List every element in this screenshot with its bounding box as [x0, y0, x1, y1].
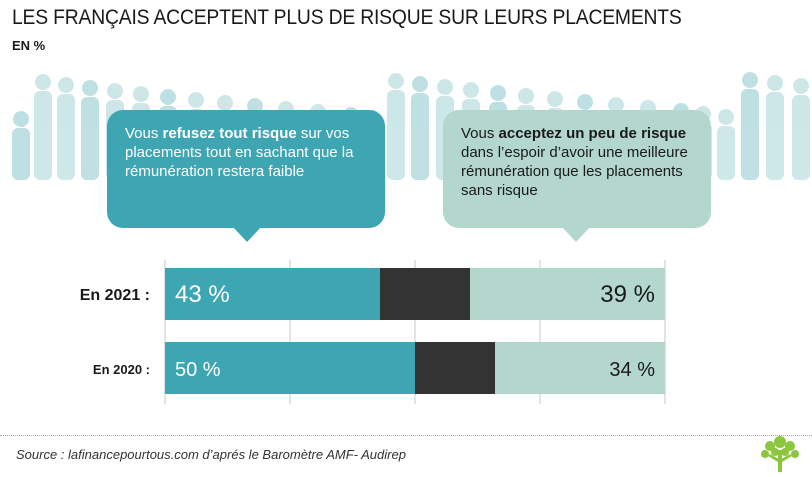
person-silhouette	[81, 80, 99, 180]
person-silhouette	[741, 72, 759, 180]
bubble-accept-tail	[561, 226, 591, 242]
bar-segment	[470, 268, 665, 320]
person-silhouette	[717, 109, 735, 180]
bar-segment	[165, 342, 415, 394]
bubble-refuse-bold: refusez tout risque	[162, 125, 297, 142]
person-silhouette	[57, 77, 75, 180]
data-label: 43 %	[175, 281, 230, 308]
data-label: 50 %	[175, 359, 221, 381]
bar-segment	[415, 342, 495, 394]
person-silhouette	[766, 75, 784, 180]
bubble-refuse-post: sur vos placements tout en sachant que l…	[125, 125, 354, 180]
unit-label: EN %	[12, 38, 46, 53]
person-silhouette	[34, 74, 52, 180]
bubble-refuse-pre: Vous	[125, 125, 163, 142]
bar-segment	[165, 268, 380, 320]
category-label: En 2020 :	[93, 362, 150, 377]
category-label: En 2021 :	[80, 287, 150, 304]
chart-title: LES FRANÇAIS ACCEPTENT PLUS DE RISQUE SU…	[12, 6, 682, 29]
bubble-refuse-tail	[232, 226, 262, 242]
bubble-accept-risk: Vous acceptez un peu de risque dans l’es…	[443, 110, 711, 228]
data-label: 34 %	[609, 359, 655, 381]
bubble-refuse-risk: Vous refusez tout risque sur vos placeme…	[107, 110, 385, 228]
data-label: 39 %	[600, 281, 655, 308]
tree-logo-icon	[761, 436, 799, 472]
person-silhouette	[792, 78, 810, 180]
person-silhouette	[411, 76, 429, 180]
person-silhouette	[12, 111, 30, 180]
bubble-accept-post: dans l’espoir d’avoir une meilleure rému…	[461, 144, 688, 199]
person-silhouette	[387, 73, 405, 180]
bubble-accept-bold: acceptez un peu de risque	[498, 125, 687, 142]
bar-segment	[495, 342, 665, 394]
source-note: Source : lafinancepourtous.com d’aprés l…	[16, 447, 406, 462]
bar-segment	[380, 268, 470, 320]
bubble-accept-pre: Vous	[461, 125, 499, 142]
footer-divider	[0, 435, 812, 436]
stacked-bar-chart: En 2021 : 43 % 39 % En 2020 : 50 % 34 %	[80, 260, 666, 404]
